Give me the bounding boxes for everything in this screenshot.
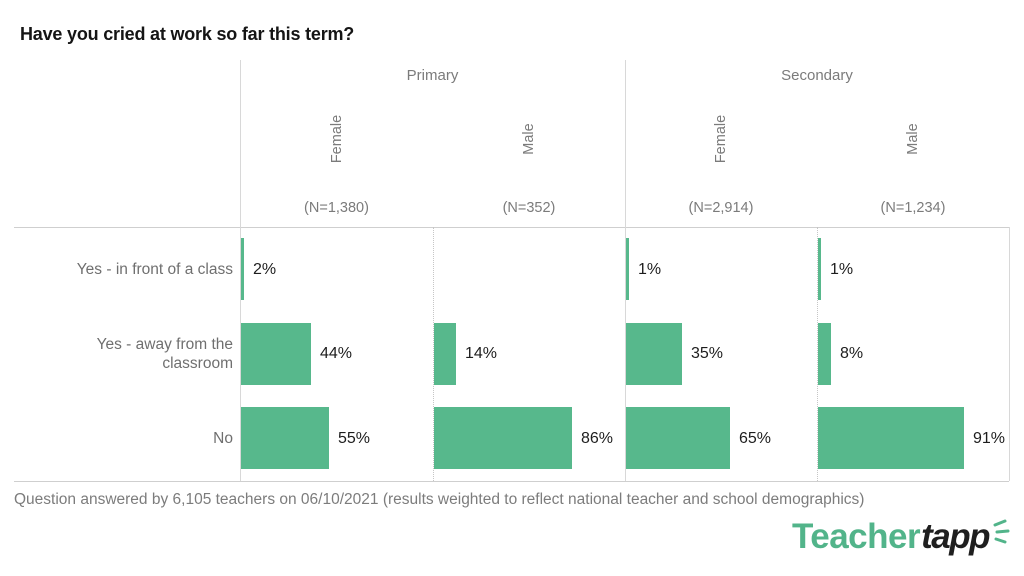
data-bar [241, 238, 244, 300]
row-label: Yes - in front of a class [0, 227, 233, 312]
sample-size-label: (N=1,380) [304, 200, 369, 216]
bar-value-label: 91% [973, 429, 1006, 447]
data-bar [434, 323, 456, 385]
row-label-text: Yes - in front of a class [76, 261, 233, 278]
logo-tapp-text: tapp [921, 517, 990, 556]
header-body-divider [14, 227, 1009, 228]
bar-value-label: 65% [739, 429, 772, 447]
data-bar [434, 407, 572, 469]
data-bar [818, 407, 964, 469]
bar-value-label: 44% [320, 345, 353, 362]
bar-value-label: 86% [581, 429, 614, 447]
teachertapp-logo: Teacher tapp [792, 517, 1010, 557]
sample-size-label: (N=1,234) [880, 200, 946, 216]
row-label-text: No [213, 430, 233, 447]
column-label-male: Male [905, 123, 921, 155]
column-baseline [240, 227, 241, 481]
bar-value-label: 55% [338, 429, 371, 447]
column-label-female: Female [713, 114, 729, 164]
bar-value-label: 14% [465, 345, 498, 362]
row-label: No [0, 396, 233, 481]
column-baseline-dotted [433, 227, 434, 481]
source-note: Question answered by 6,105 teachers on 0… [14, 491, 865, 508]
data-bar [241, 407, 329, 469]
header-column-divider [240, 60, 241, 227]
chart-title: Have you cried at work so far this term? [20, 24, 355, 44]
sample-size-label: (N=352) [502, 200, 556, 216]
column-baseline-dotted [817, 227, 818, 481]
group-label-primary: Primary [406, 67, 459, 84]
bar-value-label: 8% [840, 345, 864, 362]
column-label-male: Male [521, 123, 537, 155]
data-bar [626, 238, 629, 300]
row-label-text: Yes - away from the classroom [96, 336, 233, 372]
group-divider [625, 227, 626, 481]
logo-teacher-text: Teacher [791, 517, 921, 556]
row-label: Yes - away from the classroom [0, 312, 233, 396]
bar-value-label: 35% [691, 345, 724, 362]
data-bar [818, 323, 831, 385]
data-bar [626, 407, 730, 469]
bar-value-label: 2% [253, 260, 277, 278]
data-bar [626, 323, 682, 385]
chart-bottom-border [14, 481, 1009, 482]
column-label-female: Female [328, 114, 345, 164]
bar-value-label: 1% [830, 260, 854, 278]
bar-value-label: 1% [638, 260, 662, 278]
header-column-divider [625, 60, 626, 227]
spark-icon [993, 519, 1010, 544]
data-bar [818, 238, 821, 300]
data-bar [241, 323, 311, 385]
sample-size-label: (N=2,914) [688, 200, 754, 216]
group-label-secondary: Secondary [781, 67, 853, 84]
chart-right-border [1009, 227, 1010, 481]
